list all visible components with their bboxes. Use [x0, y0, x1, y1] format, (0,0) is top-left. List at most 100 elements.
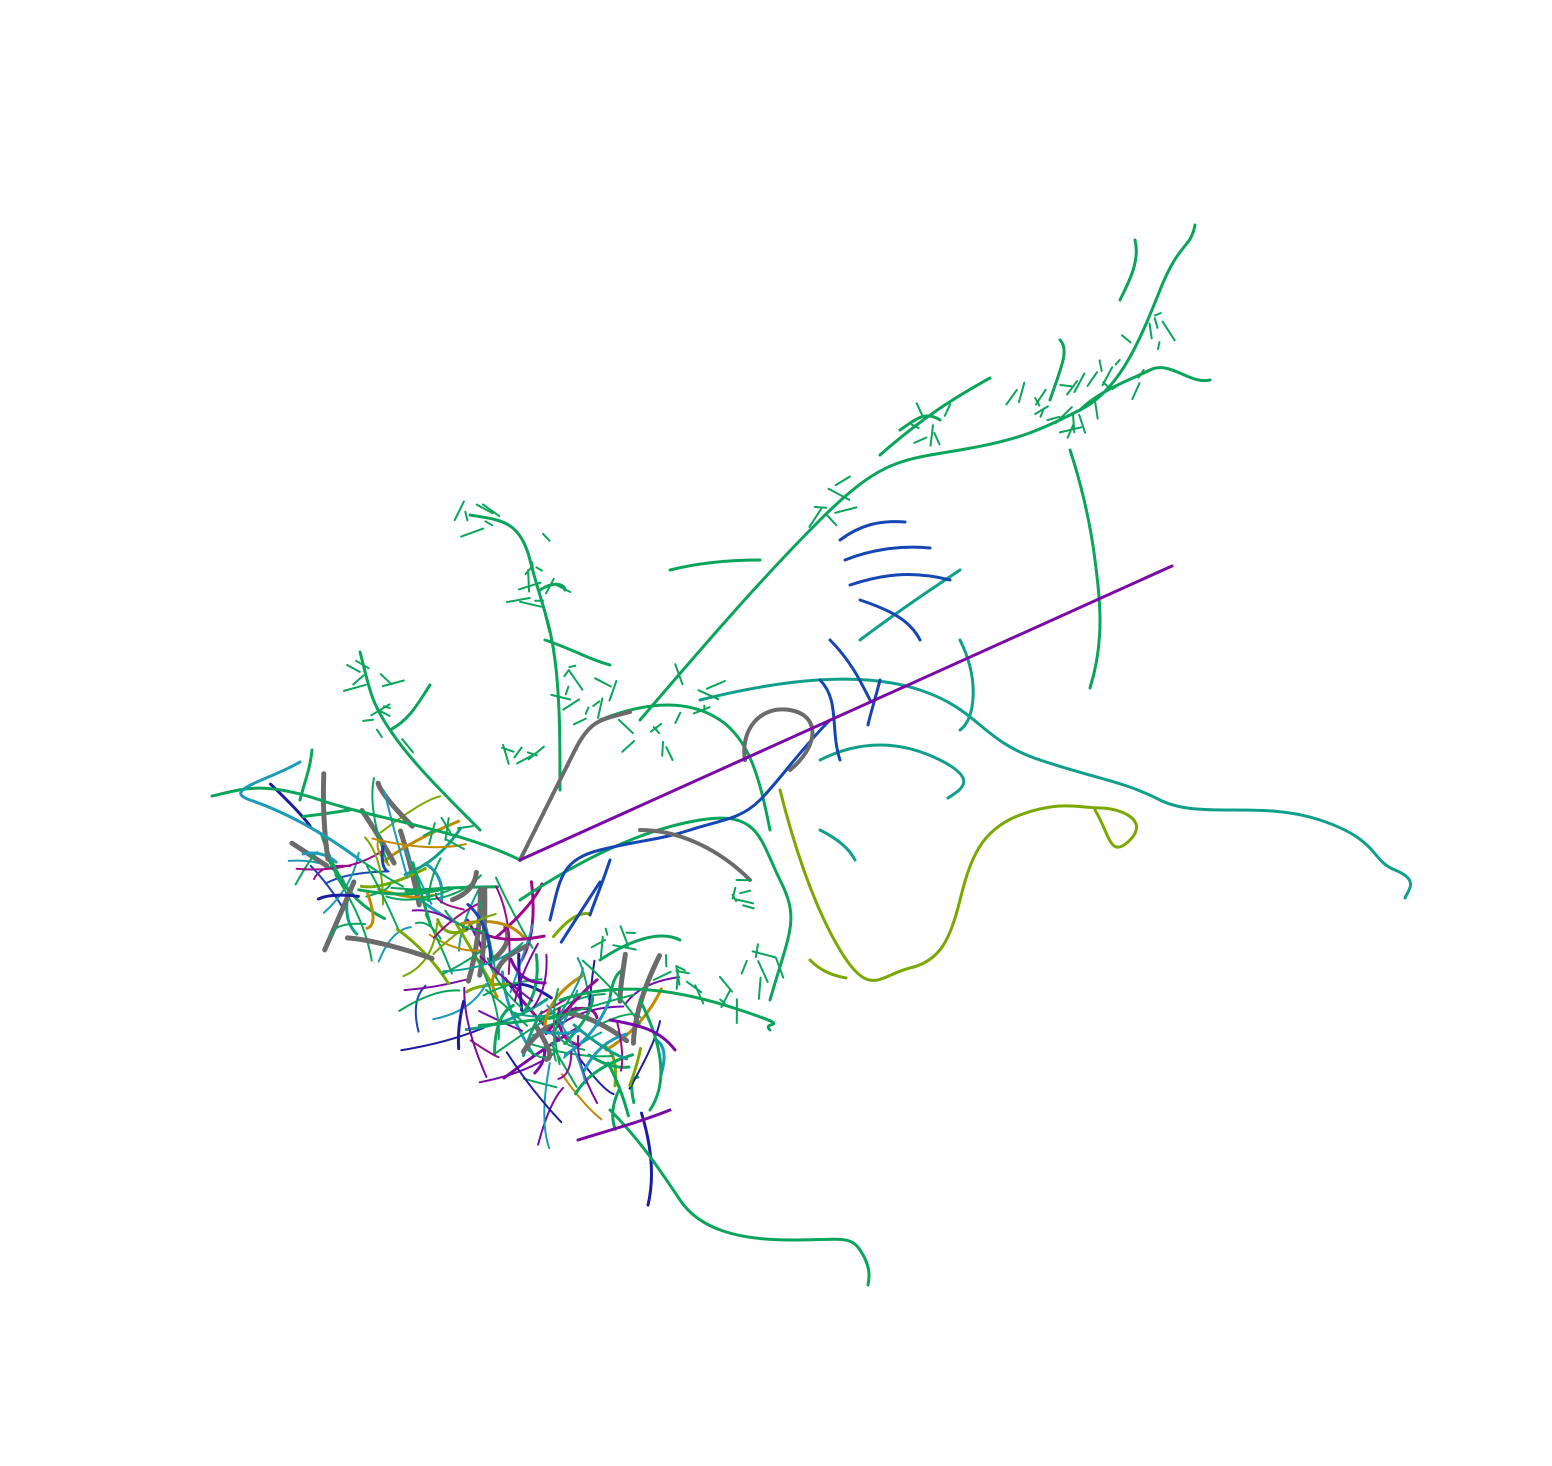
core-neurite: [385, 886, 457, 901]
spine-twig: [1078, 413, 1087, 434]
core-neurite: [628, 1020, 661, 1090]
spine-twig: [440, 816, 452, 834]
spine-twig: [1046, 415, 1061, 422]
spine-twig: [562, 698, 581, 711]
core-neurite: [548, 993, 635, 1020]
spine-twig: [1086, 371, 1098, 387]
olive-twig: [808, 958, 848, 980]
spine-twig: [352, 674, 365, 686]
spine-twig: [1114, 358, 1121, 366]
spine-twig: [705, 680, 726, 690]
spine-twig: [754, 943, 759, 959]
bottom-descending-branch: [608, 1108, 871, 1287]
spine-twig: [1054, 406, 1073, 424]
spine-twig: [568, 664, 577, 669]
core-neurite: [320, 771, 331, 862]
mid-branch-3: [558, 987, 776, 1032]
spine-twig: [685, 980, 703, 994]
spine-twig: [1121, 334, 1132, 344]
spine-twig: [401, 738, 414, 754]
core-neurite: [552, 1015, 561, 1062]
core-neurite: [375, 780, 415, 829]
spine-twigs: [342, 312, 1176, 1024]
core-neurite: [640, 1111, 653, 1207]
purple-straight-axon: [518, 564, 1174, 862]
spine-twig: [1018, 381, 1026, 404]
core-neurite: [465, 887, 483, 984]
gray-arc: [518, 710, 632, 862]
spine-twig: [674, 663, 684, 686]
spine-twig: [1153, 317, 1159, 329]
spine-twig: [1161, 320, 1176, 342]
core-neurite: [376, 840, 390, 867]
spine-twig: [757, 976, 762, 1000]
core-neurite: [334, 874, 373, 962]
spine-twig: [554, 583, 572, 593]
core-neurite: [505, 1051, 563, 1124]
core-neurite: [357, 886, 450, 896]
core-neurite: [380, 844, 389, 873]
spine-twig: [675, 969, 690, 975]
spine-twig: [933, 431, 941, 446]
spine-twig: [355, 659, 370, 670]
core-neurite: [514, 942, 539, 1002]
core-neurite: [509, 957, 547, 985]
spine-twig: [808, 507, 823, 528]
spine-twig: [505, 597, 531, 604]
purple-arbor: [518, 564, 1174, 1142]
core-neurite: [459, 920, 525, 939]
core-neurite: [456, 999, 466, 1051]
spine-twig: [652, 970, 672, 981]
hanging-branch: [1068, 448, 1102, 690]
teal-branch-2: [818, 743, 966, 800]
core-neurite: [344, 935, 435, 961]
core-neurite: [559, 880, 602, 944]
upper-right-branch: [638, 223, 1197, 722]
core-neurite: [411, 861, 433, 927]
blue-down-branch: [548, 718, 832, 922]
spine-twig: [739, 889, 752, 895]
spine-twig: [460, 527, 485, 538]
spine-twig: [1131, 382, 1141, 401]
cyan-left-branch: [239, 760, 362, 862]
spine-twig: [649, 722, 663, 733]
spine-twig: [484, 520, 493, 527]
core-neurite: [520, 1024, 550, 1055]
blue-twig: [588, 858, 612, 917]
core-neurite: [560, 1073, 603, 1121]
core-neurite: [628, 1047, 642, 1088]
core-neurite: [390, 886, 427, 892]
spine-twig: [564, 685, 570, 696]
core-neurite: [517, 952, 524, 1012]
core-neurite: [400, 1026, 485, 1052]
mid-branch-2: [598, 703, 772, 832]
teal-right-branch: [698, 677, 1412, 900]
core-neurite: [572, 1023, 629, 1061]
core-neurite: [557, 1051, 573, 1080]
spine-twig: [513, 746, 523, 759]
core-neurite: [555, 967, 584, 1021]
blue-cluster-top: [838, 520, 952, 642]
core-neurite: [511, 1011, 556, 1018]
core-neurite: [442, 942, 524, 973]
gray-loop: [742, 707, 815, 772]
core-neurite: [464, 997, 549, 1031]
spine-twig: [827, 487, 851, 501]
core-neurite: [329, 922, 366, 937]
core-neurite: [309, 864, 346, 911]
spine-twig: [550, 693, 572, 701]
spine-twig: [943, 403, 952, 417]
core-neurite: [552, 1005, 625, 1032]
spine-twig: [531, 561, 535, 576]
spine-twig: [1111, 381, 1123, 390]
spine-twig: [379, 710, 391, 717]
core-neurite: [436, 918, 468, 935]
spine-twig: [617, 718, 634, 735]
core-neurite: [529, 1042, 614, 1058]
spine-twig: [1137, 369, 1145, 379]
spine-twig: [692, 706, 711, 715]
spine-twig: [381, 679, 405, 688]
left-upper-branch: [358, 650, 482, 832]
spine-twig: [1034, 397, 1041, 407]
core-neurite: [403, 978, 467, 992]
